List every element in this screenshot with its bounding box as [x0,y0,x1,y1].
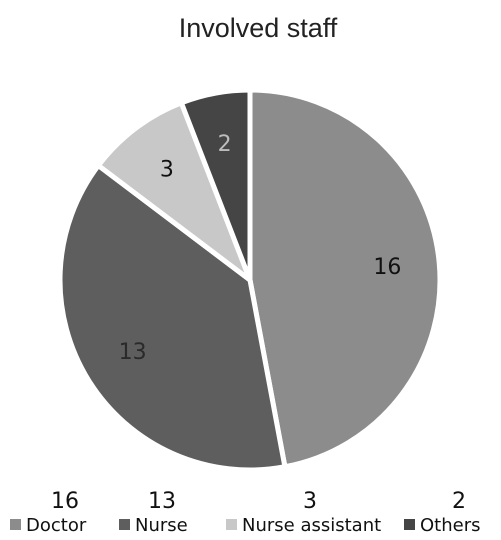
data-label-doctor: 16 [373,255,401,280]
pie-slice-nurse [57,162,288,473]
legend-label-doctor: Doctor [26,515,87,536]
pie-slice-others [178,87,253,283]
pie-slice-nurse-assistant [95,100,253,283]
pie-data-labels: 16 13 3 2 [119,132,402,365]
legend-label-others: Others [420,515,481,536]
legend-count-doctor: 16 [51,489,79,514]
legend-label-nurse-assistant: Nurse assistant [242,515,381,536]
legend-swatch-nurse [119,519,130,530]
legend-count-others: 2 [452,489,466,514]
data-label-nurse-assistant: 3 [160,157,174,182]
pie-slices [57,87,443,473]
legend-swatch-doctor [10,519,21,530]
data-label-others: 2 [218,132,232,157]
legend-swatch-nurse-assistant [226,519,237,530]
data-label-nurse: 13 [119,340,147,365]
legend-count-nurse-assistant: 3 [303,489,317,514]
legend-count-nurse: 13 [148,489,176,514]
legend-swatch-others [404,519,415,530]
pie-slice-doctor [247,87,443,470]
chart-title: Involved staff [179,13,338,43]
legend-label-nurse: Nurse [135,515,188,536]
